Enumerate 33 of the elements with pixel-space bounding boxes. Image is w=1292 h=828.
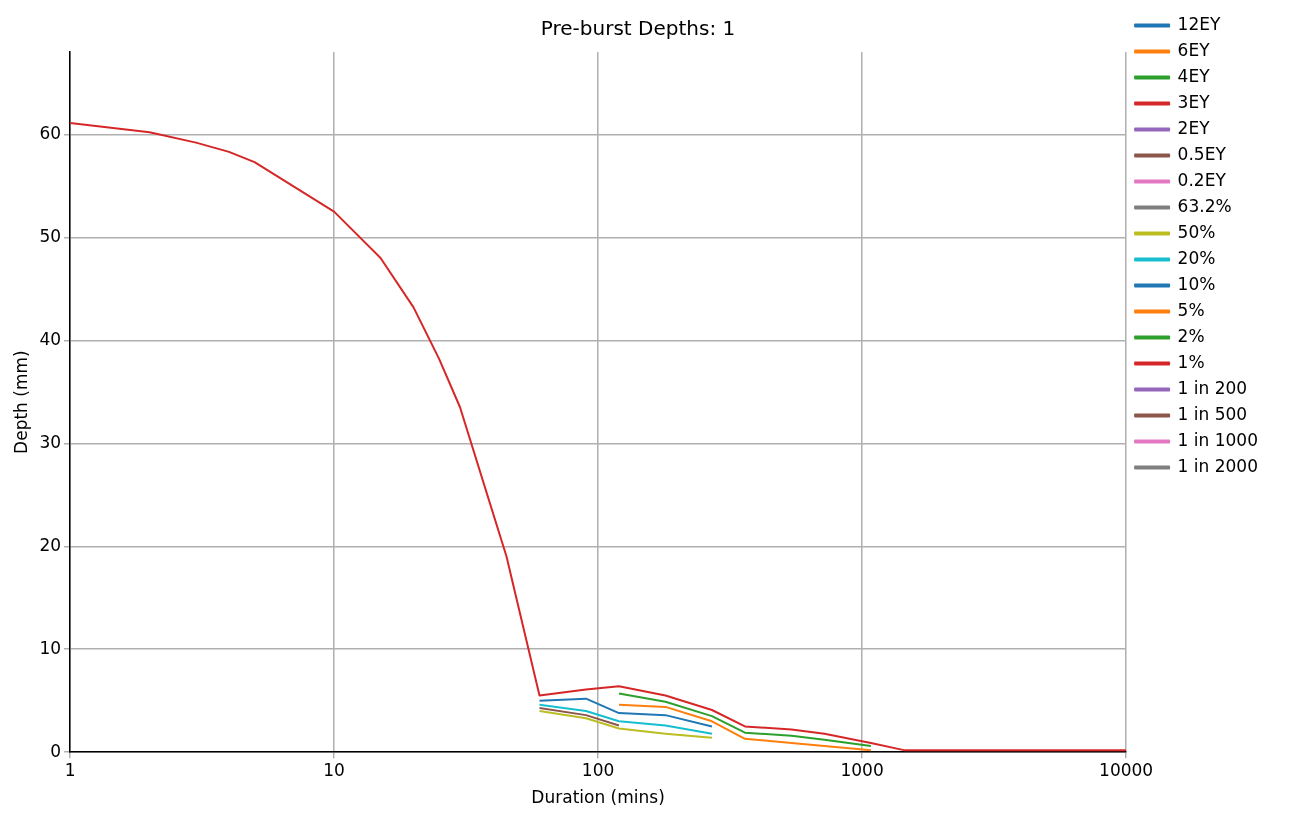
y-tick-label: 10: [39, 637, 62, 658]
legend-label: 2%: [1177, 325, 1205, 346]
legend-label: 1 in 1000: [1177, 429, 1259, 450]
legend-label: 1%: [1177, 351, 1205, 372]
x-tick-label: 100: [581, 759, 615, 780]
legend-label: 1 in 200: [1177, 377, 1248, 398]
legend-label: 63.2%: [1177, 195, 1232, 216]
legend-label: 1 in 500: [1177, 403, 1248, 424]
legend-label: 20%: [1177, 247, 1216, 268]
legend-label: 0.5EY: [1177, 143, 1227, 164]
y-tick-label: 50: [39, 225, 62, 246]
x-tick-label: 1: [64, 759, 76, 780]
x-tick-label: 10000: [1099, 759, 1154, 780]
y-tick-label: 20: [39, 534, 62, 555]
y-tick-label: 40: [39, 328, 62, 349]
legend-label: 50%: [1177, 221, 1216, 242]
legend-label: 1 in 2000: [1177, 455, 1259, 476]
x-tick-label: 1000: [840, 759, 884, 780]
y-tick-label: 30: [39, 431, 62, 452]
legend-label: 2EY: [1177, 117, 1211, 138]
legend-label: 6EY: [1177, 39, 1211, 60]
y-tick-label: 60: [39, 122, 62, 143]
y-tick-label: 0: [50, 740, 62, 761]
x-tick-label: 10: [323, 759, 345, 780]
x-axis-title: Duration (mins): [531, 787, 665, 808]
legend-label: 3EY: [1177, 91, 1211, 112]
legend-label: 4EY: [1177, 65, 1211, 86]
legend-label: 12EY: [1177, 13, 1221, 34]
legend-label: 5%: [1177, 299, 1205, 320]
legend-label: 0.2EY: [1177, 169, 1227, 190]
chart-title: Pre-burst Depths: 1: [540, 16, 736, 41]
y-axis-title: Depth (mm): [10, 350, 31, 454]
legend-label: 10%: [1177, 273, 1216, 294]
